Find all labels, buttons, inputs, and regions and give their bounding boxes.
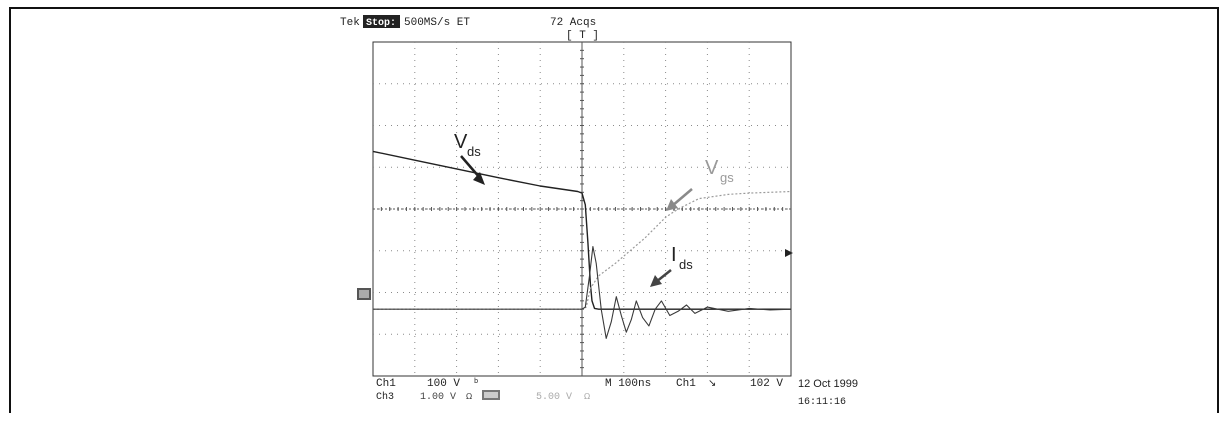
vgs-label: V — [705, 157, 719, 179]
trigger-slope-icon: ↘ — [708, 378, 716, 389]
header-state: Stop: — [366, 18, 396, 29]
vds-arrow-icon — [460, 155, 485, 185]
ref-scale: 5.00 V — [536, 392, 572, 403]
traces — [372, 150, 792, 339]
vgs-label-subscript: gs — [720, 170, 734, 185]
ref-coupling: Ω — [584, 392, 590, 401]
ch1-label: Ch1 — [376, 378, 396, 390]
ch1-bw-limit: b — [474, 378, 478, 386]
ref-channel-icon — [482, 390, 500, 400]
vds-label: V — [454, 131, 468, 153]
ids-label-subscript: ds — [679, 257, 693, 272]
trigger-level: 102 V — [750, 378, 783, 390]
timebase: M 100ns — [605, 378, 651, 390]
vds-label-subscript: ds — [467, 144, 481, 159]
ch3-scale: 1.00 V — [420, 392, 456, 403]
stop-badge — [363, 15, 400, 28]
ground-marker-icon — [357, 288, 371, 300]
ch3-coupling: Ω — [466, 392, 472, 401]
header-brand: Tek — [340, 17, 360, 29]
trigger-position-box: [ T ] — [566, 30, 599, 42]
ids-label: I — [671, 244, 677, 266]
graticule — [373, 42, 791, 376]
capture-date: 12 Oct 1999 — [798, 378, 858, 390]
capture-time: 16:11:16 — [798, 397, 846, 408]
vgs-arrow-icon — [666, 188, 693, 211]
header-acqs: 72 Acqs — [550, 17, 596, 29]
header-rate: 500MS/s ET — [404, 17, 470, 29]
trigger-channel: Ch1 — [676, 378, 696, 390]
trace-ids — [373, 246, 792, 339]
ch1-scale: 100 V — [427, 378, 460, 390]
ids-arrow-icon — [650, 269, 672, 287]
trigger-level-marker-icon — [785, 249, 793, 257]
ch3-label: Ch3 — [376, 391, 394, 403]
figure-frame — [9, 7, 1219, 413]
